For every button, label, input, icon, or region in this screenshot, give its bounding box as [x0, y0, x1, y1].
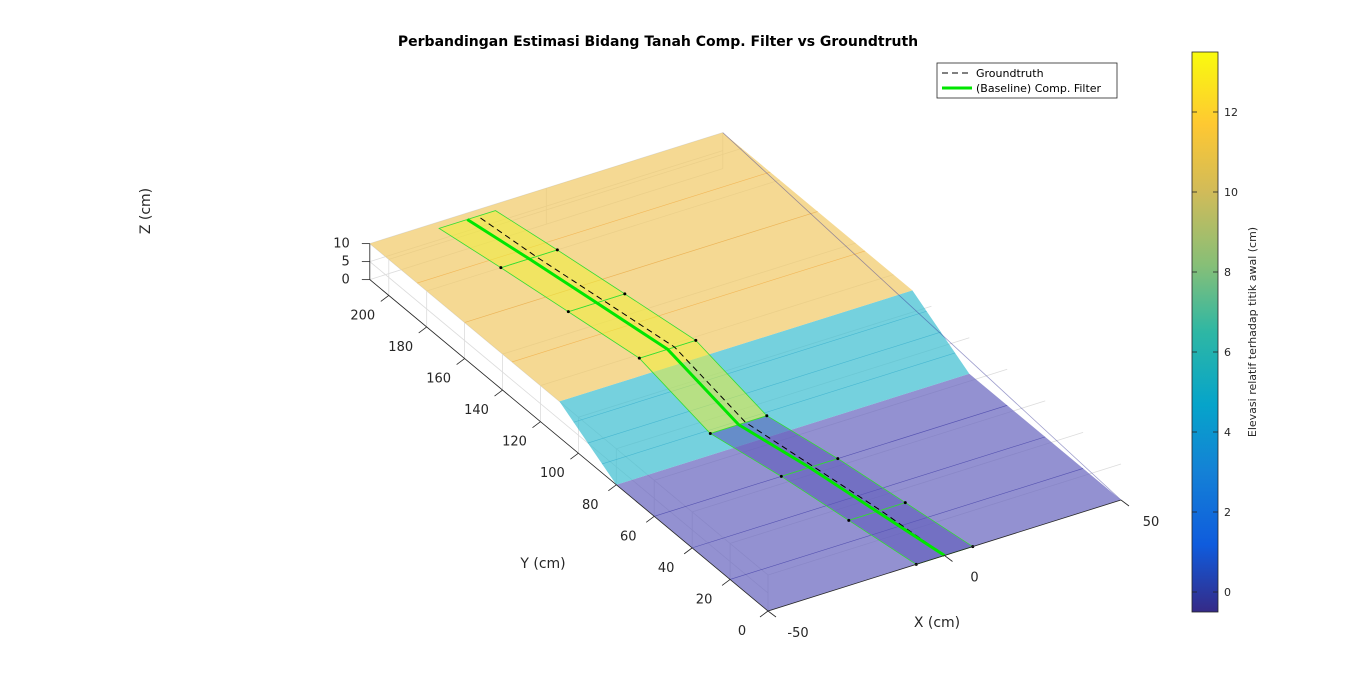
legend[interactable]: Groundtruth (Baseline) Comp. Filter — [936, 62, 1118, 99]
plane-corner-point — [566, 310, 570, 314]
colorbar-label: Elevasi relatif terhadap titik awal (cm) — [1246, 227, 1259, 437]
x-tick-mark — [944, 555, 953, 562]
plane-corner-point — [637, 356, 641, 360]
axes-3d[interactable]: 0 20 40 60 80 100 120 140 160 180 200 -50 0 50 0 5 10 — [333, 132, 1159, 641]
plane-corner-point — [708, 431, 712, 435]
plane-corner-point — [847, 518, 851, 522]
legend-box — [936, 62, 1118, 99]
y-tick-label: 100 — [540, 466, 565, 481]
y-tick-mark — [418, 326, 427, 334]
colorbar-tick-label: 12 — [1224, 106, 1238, 119]
legend-label-groundtruth: Groundtruth — [976, 67, 1044, 80]
surface-mesh-line — [511, 250, 866, 363]
series-line-groundtruth — [477, 215, 945, 556]
y-tick-label: 80 — [582, 498, 599, 513]
x-tick-label: 50 — [1143, 515, 1160, 530]
plane-corner-point — [903, 501, 907, 505]
surface-mesh-line — [417, 171, 771, 284]
colorbar-ticks: 0 2 4 6 8 10 12 — [1192, 106, 1238, 599]
y-tick-label: 0 — [738, 624, 746, 639]
chart-title: Perbandingan Estimasi Bidang Tanah Comp.… — [398, 34, 918, 50]
y-tick-label: 40 — [658, 561, 675, 576]
y-tick-label: 180 — [388, 340, 413, 355]
colorbar[interactable]: 0 2 4 6 8 10 12 Elevasi relatif terhadap titik… — [1191, 51, 1259, 613]
colorbar-gradient — [1191, 51, 1219, 613]
plane-corner-point — [836, 457, 840, 461]
terrain-surface — [369, 132, 1122, 611]
y-tick-mark — [494, 389, 503, 397]
z-tick-label: 0 — [342, 273, 350, 288]
y-tick-mark — [570, 452, 579, 460]
z-axis-label: Z (cm) — [138, 188, 154, 234]
y-tick-mark — [645, 516, 655, 523]
series-lines — [466, 215, 946, 557]
surface-mesh-line — [587, 331, 941, 444]
y-axis-label: Y (cm) — [519, 556, 565, 572]
colorbar-tick-label: 0 — [1224, 586, 1231, 599]
y-tick-mark — [721, 579, 731, 586]
surface-edge — [722, 132, 1122, 501]
y-tick-label: 160 — [426, 372, 451, 387]
y-tick-label: 20 — [696, 592, 713, 607]
x-axis-label: X (cm) — [914, 615, 960, 631]
y-tick-label: 60 — [620, 529, 637, 544]
y-tick-mark — [456, 358, 465, 365]
x-tick-label: -50 — [787, 626, 808, 641]
surface-mesh-line — [464, 211, 818, 323]
y-tick-label: 140 — [464, 403, 489, 418]
y-tick-mark — [759, 610, 769, 618]
colorbar-tick-label: 4 — [1224, 426, 1231, 439]
plane-corner-point — [694, 338, 698, 342]
plane-corner-point — [765, 414, 769, 418]
surface-mesh-line — [573, 310, 927, 423]
plane-corner-point — [499, 266, 503, 270]
plane-corner-point — [555, 248, 559, 252]
x-tick-mark — [767, 610, 777, 618]
y-tick-mark — [608, 484, 617, 492]
y-tick-mark — [380, 295, 390, 302]
z-tick-label: 5 — [342, 255, 350, 270]
colorbar-tick-label: 10 — [1224, 186, 1238, 199]
tick-labels: 0 20 40 60 80 100 120 140 160 180 200 -50 0 50 0 5 10 — [333, 237, 1159, 641]
colorbar-tick-label: 8 — [1224, 266, 1231, 279]
y-tick-label: 200 — [350, 308, 375, 323]
x-tick-mark — [1120, 499, 1130, 507]
z-tick-label: 10 — [333, 237, 350, 252]
series-line-comp-filter — [466, 218, 946, 557]
x-tick-label: 0 — [970, 571, 978, 586]
surface-mesh-line — [602, 352, 956, 465]
y-tick-label: 120 — [502, 435, 527, 450]
y-tick-mark — [532, 421, 541, 428]
plane-corner-point — [623, 292, 627, 296]
plane-corner-point — [779, 474, 783, 478]
colorbar-tick-label: 2 — [1224, 506, 1231, 519]
y-tick-mark — [683, 547, 693, 555]
legend-label-comp-filter: (Baseline) Comp. Filter — [976, 82, 1102, 95]
colorbar-tick-label: 6 — [1224, 346, 1231, 359]
